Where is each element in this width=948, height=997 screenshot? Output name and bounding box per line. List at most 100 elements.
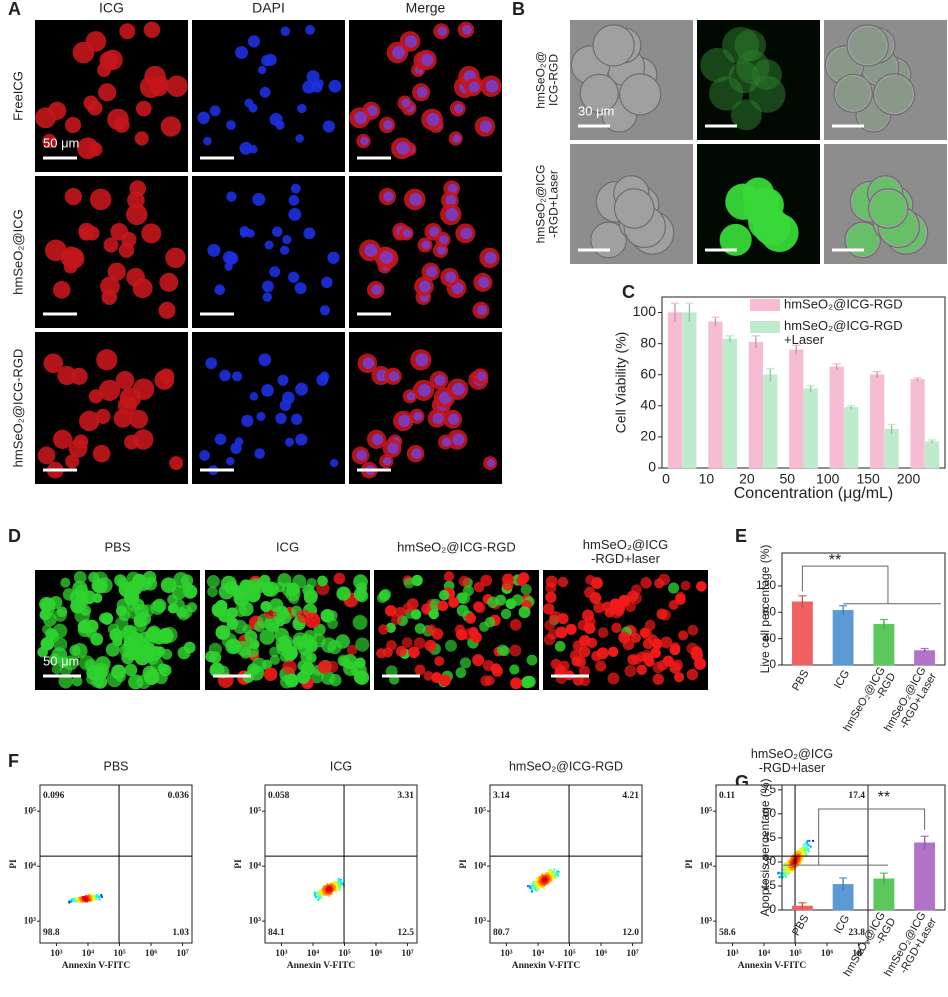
error-bar xyxy=(887,423,896,434)
event-dot xyxy=(337,882,340,885)
cell xyxy=(496,644,509,656)
event-dot xyxy=(82,898,85,901)
nucleus xyxy=(199,450,210,461)
x-axis-label: Annexin V-FITC xyxy=(287,961,356,971)
cell xyxy=(126,267,145,287)
event-dot xyxy=(789,866,792,869)
nucleus xyxy=(303,227,316,240)
cell xyxy=(246,589,260,603)
significance-bracket xyxy=(801,565,889,604)
fluorescence xyxy=(870,190,906,227)
event-dot xyxy=(788,871,791,874)
x-tick-label: 10⁵ xyxy=(563,949,576,959)
cell xyxy=(414,664,426,676)
nucleus xyxy=(277,374,289,386)
nucleus xyxy=(426,266,438,278)
cell xyxy=(296,609,311,624)
panel-label: F xyxy=(8,751,19,771)
cell xyxy=(124,434,139,450)
event-dot xyxy=(68,900,71,903)
cell xyxy=(124,663,138,677)
cell xyxy=(480,574,493,587)
cell xyxy=(119,23,136,40)
plot-title: hmSeO₂@ICG-RGD xyxy=(509,759,623,773)
quadrant-value: 98.8 xyxy=(43,928,60,938)
event-dot xyxy=(542,874,545,877)
nucleus xyxy=(294,282,307,295)
event-dot xyxy=(800,852,803,855)
nucleus xyxy=(269,112,283,126)
cell xyxy=(207,586,218,598)
y-tick-label: 10⁴ xyxy=(249,861,262,871)
cell xyxy=(269,598,284,613)
event-dot xyxy=(326,884,330,887)
quadrant-value: 84.1 xyxy=(268,928,285,938)
event-dot xyxy=(530,890,534,893)
nucleus xyxy=(445,195,457,206)
cell xyxy=(115,370,135,390)
cell xyxy=(135,100,152,117)
cell xyxy=(37,446,56,465)
cell xyxy=(123,590,140,606)
cell xyxy=(526,654,538,666)
x-tick-label: 10⁶ xyxy=(145,949,158,959)
y-tick-label: 20 xyxy=(640,428,656,444)
nucleus xyxy=(297,103,307,114)
cell xyxy=(669,644,681,656)
cell xyxy=(641,628,653,640)
cell xyxy=(161,648,173,660)
cell xyxy=(72,41,95,64)
cell xyxy=(115,605,128,617)
event-dot xyxy=(549,876,552,880)
cell xyxy=(182,581,193,593)
cell xyxy=(333,572,346,585)
event-dot xyxy=(82,897,85,900)
error-bar xyxy=(879,872,888,885)
event-dot xyxy=(538,881,541,884)
quadrant-value: 3.14 xyxy=(493,791,510,801)
error-bar xyxy=(928,439,937,444)
cell xyxy=(100,612,114,625)
nucleus xyxy=(295,382,309,396)
bar xyxy=(682,312,697,469)
cell xyxy=(88,389,103,404)
scale-bar-label: 50 μm xyxy=(43,135,79,150)
cell xyxy=(205,650,217,663)
event-dot xyxy=(324,886,327,889)
event-dot xyxy=(333,886,336,889)
cell-outline xyxy=(613,188,655,229)
nucleus xyxy=(295,433,308,446)
bar xyxy=(924,441,940,469)
nucleus xyxy=(258,353,272,367)
cell xyxy=(279,674,294,689)
x-tick-label: 10⁶ xyxy=(370,949,383,959)
cell xyxy=(686,642,699,655)
event-dot xyxy=(326,886,329,889)
event-dot xyxy=(335,888,338,891)
panel-label: D xyxy=(8,526,21,546)
cell xyxy=(115,671,126,683)
cell xyxy=(543,603,555,615)
y-tick-label: 10⁵ xyxy=(700,806,713,816)
event-dot xyxy=(553,868,556,871)
cell xyxy=(338,655,349,667)
event-dot xyxy=(325,889,328,892)
cell xyxy=(473,581,485,593)
event-dot xyxy=(797,856,801,859)
event-dot xyxy=(88,898,91,901)
cell xyxy=(206,575,220,589)
event-dot xyxy=(797,858,800,861)
column-header: ICG xyxy=(99,0,124,16)
column-header: PBS xyxy=(104,539,130,554)
event-dot xyxy=(92,894,95,898)
nucleus xyxy=(214,433,227,446)
fluorescence xyxy=(836,76,871,111)
event-dot xyxy=(337,877,340,880)
y-tick-label: 10³ xyxy=(24,916,37,926)
cell xyxy=(509,664,520,675)
nucleus xyxy=(418,383,431,397)
cell xyxy=(557,613,569,625)
cell xyxy=(57,656,69,668)
nucleus xyxy=(203,136,212,146)
significance-label: ** xyxy=(878,789,890,806)
